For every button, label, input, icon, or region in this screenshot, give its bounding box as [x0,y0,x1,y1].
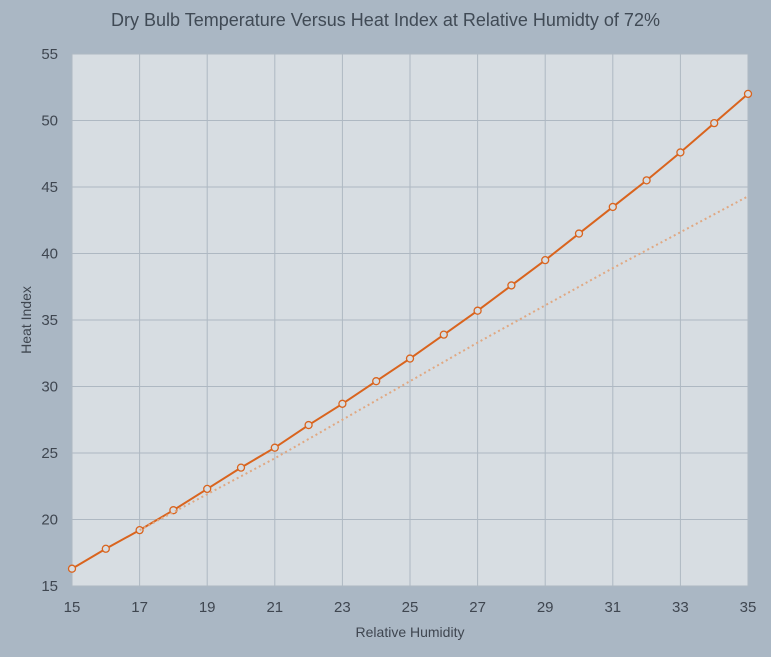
x-tick-label: 33 [672,599,689,616]
data-point [541,255,550,265]
data-point [270,443,279,452]
x-tick-labels: 15 17 19 21 23 25 27 29 31 33 35 [64,599,757,616]
x-tick-label: 17 [131,599,148,616]
data-point [169,506,178,515]
data-point [439,330,448,339]
y-tick-label: 30 [41,379,58,396]
chart-title: Dry Bulb Temperature Versus Heat Index a… [111,10,660,30]
grid [71,53,749,587]
y-tick-label: 20 [41,512,58,529]
x-tick-label: 23 [334,599,351,616]
x-tick-label: 21 [266,599,283,616]
y-tick-label: 25 [41,445,58,462]
data-point [473,306,482,315]
data-point [67,564,77,573]
y-tick-label: 40 [41,246,58,263]
data-point [101,544,110,553]
x-tick-label: 35 [740,599,757,616]
x-tick-label: 25 [402,599,419,616]
y-tick-label: 45 [41,179,58,196]
x-tick-label: 29 [537,599,554,616]
data-point [676,148,685,157]
y-tick-label: 50 [41,113,58,130]
data-point [304,420,313,430]
y-tick-label: 35 [41,312,58,329]
y-tick-label: 15 [41,578,58,595]
data-point [507,281,516,290]
series-layer [67,89,753,573]
data-point [642,176,651,185]
data-point [743,89,753,99]
x-tick-label: 19 [199,599,216,616]
data-point [710,119,719,128]
data-point [338,399,347,408]
x-tick-label: 15 [64,599,81,616]
y-axis-title: Heat Index [18,286,34,354]
x-tick-label: 31 [604,599,621,616]
data-point [574,229,584,238]
data-point [608,202,617,212]
y-tick-labels: 15 20 25 30 35 40 45 50 55 [41,46,58,595]
data-point [203,484,212,494]
data-point [236,463,246,472]
data-point [372,377,381,386]
x-axis-title: Relative Humidity [356,624,465,640]
data-point [405,354,415,363]
y-tick-label: 55 [41,46,58,63]
x-tick-label: 27 [469,599,486,616]
